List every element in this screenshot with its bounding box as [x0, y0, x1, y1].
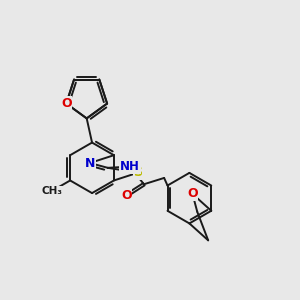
- Text: CH₃: CH₃: [41, 186, 62, 196]
- Text: O: O: [61, 97, 72, 110]
- Text: S: S: [134, 166, 142, 179]
- Text: O: O: [121, 189, 131, 202]
- Text: O: O: [187, 188, 198, 200]
- Text: NH: NH: [120, 160, 140, 173]
- Text: N: N: [85, 157, 95, 169]
